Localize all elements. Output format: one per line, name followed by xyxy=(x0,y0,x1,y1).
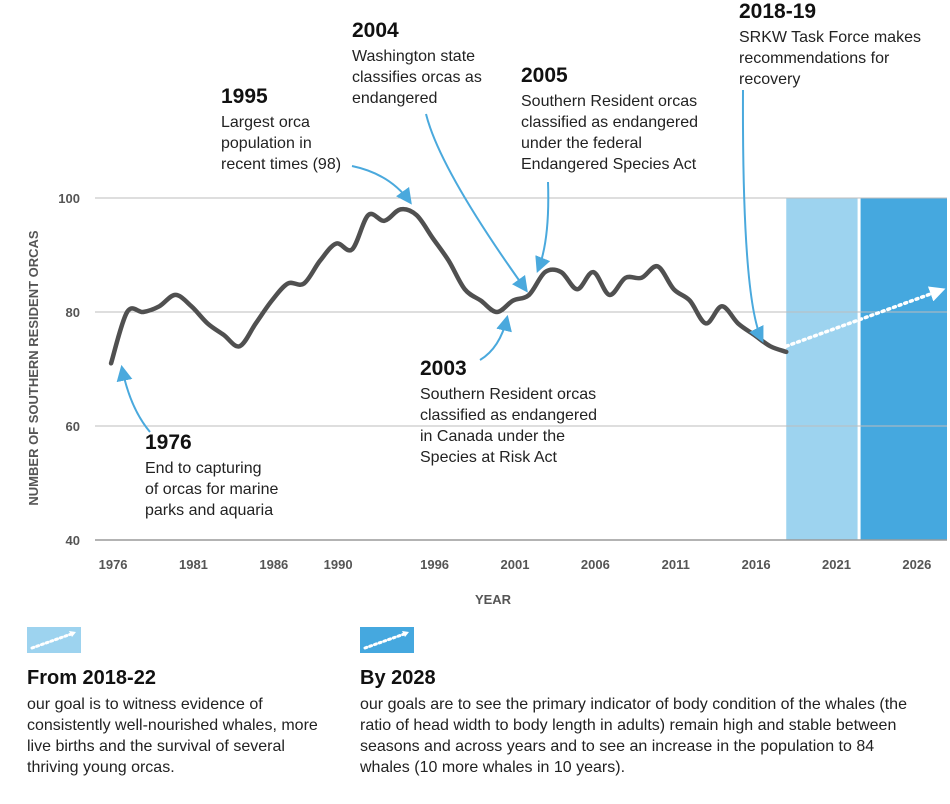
leader-arrow-2005 xyxy=(535,181,551,273)
annotation-text-1976: parks and aquaria xyxy=(145,502,273,519)
x-tick-label: 2006 xyxy=(581,557,610,572)
y-tick-label: 60 xyxy=(66,419,80,434)
shaded-period-2 xyxy=(860,198,947,540)
annotation-year-2005: 2005 xyxy=(521,64,568,87)
annotation-text-2005: Endangered Species Act xyxy=(521,156,697,173)
leader-arrow-2018-19 xyxy=(741,89,764,343)
annotation-text-1995: recent times (98) xyxy=(221,156,341,173)
legend-title-2018-22: From 2018-22 xyxy=(27,667,156,689)
dotted-arrow-icon xyxy=(30,631,76,650)
y-tick-label: 80 xyxy=(66,305,80,320)
annotation-text-2003: in Canada under the xyxy=(420,428,565,445)
x-tick-label: 2011 xyxy=(662,557,690,572)
annotation-year-2004: 2004 xyxy=(352,19,399,42)
annotation-text-2003: classified as endangered xyxy=(420,407,597,424)
y-axis-title: NUMBER OF SOUTHERN RESIDENT ORCAS xyxy=(26,230,41,506)
population-chart: 40 60 80 100 1976 1981 1986 1990 1996 2001 2006 201… xyxy=(26,0,947,607)
annotation-text-1995: population in xyxy=(221,135,312,152)
annotation-text-2018-19: SRKW Task Force makes xyxy=(739,29,921,46)
leader-arrow-2004 xyxy=(425,113,528,293)
x-tick-label: 2026 xyxy=(902,557,931,572)
x-tick-label: 1976 xyxy=(99,557,128,572)
annotation-text-1976: End to capturing xyxy=(145,460,262,477)
annotation-text-2018-19: recommendations for xyxy=(739,50,890,67)
annotation-year-1995: 1995 xyxy=(221,85,268,108)
annotation-text-1976: of orcas for marine xyxy=(145,481,278,498)
x-tick-label: 1981 xyxy=(179,557,208,572)
shaded-period-1 xyxy=(786,198,858,540)
leader-arrow-1995 xyxy=(351,165,412,205)
annotation-text-2004: endangered xyxy=(352,90,437,107)
x-tick-label: 2021 xyxy=(822,557,851,572)
target-trend-line xyxy=(784,286,946,348)
x-tick-label: 1986 xyxy=(259,557,288,572)
annotation-year-2003: 2003 xyxy=(420,357,467,380)
x-tick-label: 2001 xyxy=(501,557,530,572)
annotation-text-2003: Species at Risk Act xyxy=(420,449,558,466)
leader-arrow-2003 xyxy=(479,314,512,361)
annotation-text-2004: Washington state xyxy=(352,48,475,65)
annotation-year-1976: 1976 xyxy=(145,431,192,454)
x-tick-label: 2016 xyxy=(742,557,771,572)
legend-period2: By 2028 our goals are to see the primary… xyxy=(360,627,925,778)
annotation-text-2004: classifies orcas as xyxy=(352,69,482,86)
x-axis-title: YEAR xyxy=(475,592,512,607)
legend-swatch-2018-22 xyxy=(27,627,81,653)
x-tick-label: 1996 xyxy=(420,557,449,572)
y-tick-label: 40 xyxy=(66,533,80,548)
legend-text-2028: our goals are to see the primary indicat… xyxy=(360,696,907,776)
annotation-text-1995: Largest orca xyxy=(221,114,310,131)
annotation-text-2005: under the federal xyxy=(521,135,642,152)
legend-title-2028: By 2028 xyxy=(360,667,436,689)
legend-swatch-2028 xyxy=(360,627,414,653)
annotation-text-2005: classified as endangered xyxy=(521,114,698,131)
population-line xyxy=(108,206,789,366)
dotted-arrow-icon xyxy=(363,631,409,650)
legend-text-2018-22: our goal is to witness evidence of consi… xyxy=(27,696,318,776)
leader-arrow-1976 xyxy=(116,364,151,433)
annotation-text-2003: Southern Resident orcas xyxy=(420,386,596,403)
legend-period1: From 2018-22 our goal is to witness evid… xyxy=(27,627,327,778)
annotation-text-2018-19: recovery xyxy=(739,71,800,88)
annotation-text-2005: Southern Resident orcas xyxy=(521,93,697,110)
x-tick-label: 1990 xyxy=(324,557,353,572)
y-tick-label: 100 xyxy=(58,191,80,206)
annotation-year-2018-19: 2018-19 xyxy=(739,0,816,23)
